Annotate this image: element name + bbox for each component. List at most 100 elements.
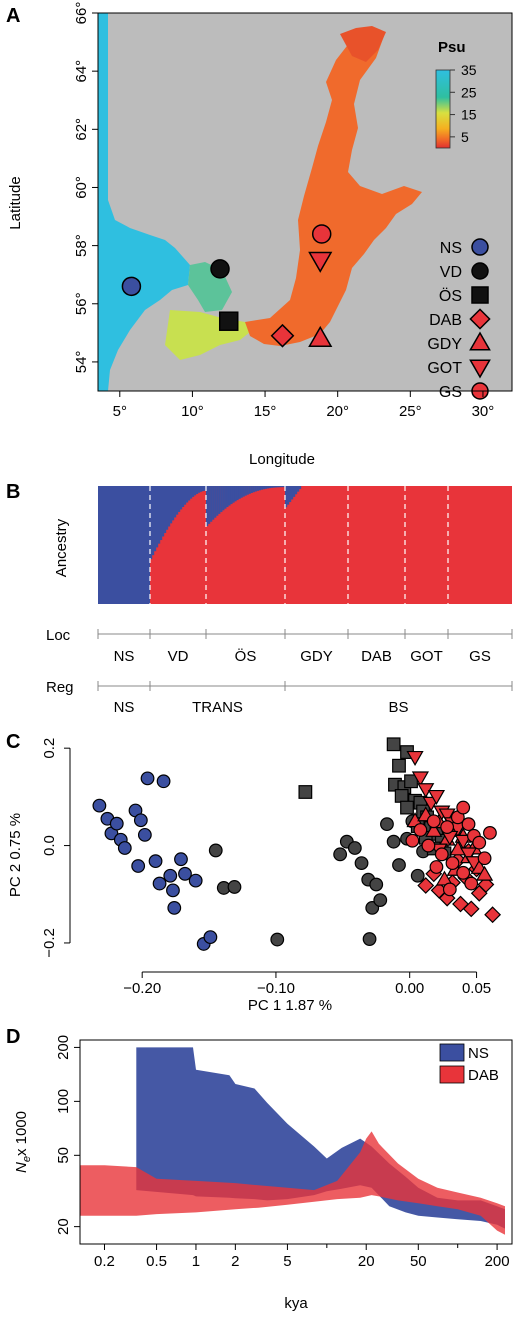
ancestry-os-blue-bar bbox=[268, 486, 272, 489]
map-ytick-label: 58° bbox=[73, 234, 90, 257]
ancestry-vd-blue-bar bbox=[190, 486, 193, 499]
legend-label-ös: ÖS bbox=[439, 287, 462, 305]
ancestry-os-blue-bar bbox=[252, 486, 255, 493]
pca-point-vd bbox=[270, 932, 285, 947]
colorbar-tick-label: 5 bbox=[461, 129, 469, 145]
pca-point-got bbox=[427, 789, 446, 805]
pca-point-ns bbox=[92, 798, 107, 813]
ancestry-vd-blue-bar bbox=[154, 486, 157, 552]
pca-point-vd bbox=[333, 847, 348, 862]
panel-label-b: B bbox=[6, 481, 20, 503]
ancestry-gdy-blue-bar bbox=[299, 486, 302, 490]
colorbar-gradient bbox=[435, 69, 451, 149]
ne-ylabel-n: N bbox=[13, 1162, 30, 1173]
colorbar: Psu 35 25 15 5 bbox=[435, 39, 477, 149]
ne-xtick-label: 0.5 bbox=[146, 1253, 167, 1270]
ancestry-os-blue-bar bbox=[242, 486, 245, 497]
pca-point-gs bbox=[405, 833, 420, 848]
ancestry-barplot bbox=[98, 486, 512, 604]
location-row: NS VD ÖS GDY DAB GOT GS bbox=[97, 629, 513, 665]
ancestry-vd-blue-bar bbox=[202, 486, 205, 492]
legend-label-gdy: GDY bbox=[427, 336, 462, 353]
pca-point-vd bbox=[354, 856, 369, 870]
legend-marker-got bbox=[469, 359, 491, 379]
panel-c: C −0.20 −0.10 0.00 0.05 −0.2 0.0 0.2 PC 1 1.87… bbox=[6, 731, 502, 1014]
map-ytick-label: 62° bbox=[73, 118, 90, 141]
site-marker-gs bbox=[311, 224, 332, 244]
map-sites bbox=[121, 224, 333, 348]
ancestry-os-blue-bar bbox=[254, 486, 257, 492]
ancestry-vd-blue-bar bbox=[178, 486, 181, 512]
ne-ytick-label: 200 bbox=[55, 1035, 72, 1060]
pca-point-gs bbox=[442, 882, 457, 897]
pca-point-ös bbox=[400, 800, 414, 815]
panel-label-c: C bbox=[6, 731, 20, 753]
ne-ylabel: Nex 1000 bbox=[13, 1111, 33, 1173]
ancestry-vd-blue-bar bbox=[204, 486, 207, 491]
ancestry-os-blue-bar bbox=[220, 486, 223, 513]
ancestry-os-blue-bar bbox=[232, 486, 235, 503]
ancestry-vd-blue-bar bbox=[172, 486, 175, 521]
pca-ylabel: PC 2 0.75 % bbox=[7, 813, 24, 897]
pca-xtick-label: 0.00 bbox=[395, 980, 424, 997]
panel-a: A Psu 35 25 15 5 NS VD ÖS DAB GDY GOT GS 5° 10° 15°… bbox=[6, 2, 513, 468]
ne-plot-frame bbox=[79, 1039, 513, 1245]
pca-point-vd bbox=[362, 932, 377, 946]
pca-point-dab bbox=[484, 906, 502, 924]
ancestry-gdy-blue-bar bbox=[297, 486, 300, 492]
colorbar-tick-label: 35 bbox=[461, 62, 477, 78]
ne-area-dab bbox=[80, 1131, 505, 1235]
pca-xtick-label: −0.10 bbox=[257, 980, 295, 997]
ne-ytick-label: 100 bbox=[55, 1089, 72, 1114]
reg-label-1: TRANS bbox=[192, 699, 243, 716]
ancestry-os-blue-bar bbox=[275, 486, 278, 488]
loc-label-0: NS bbox=[114, 648, 135, 665]
pca-point-gs bbox=[477, 851, 492, 866]
pca-point-got bbox=[459, 847, 478, 863]
ancestry-vd-blue-bar bbox=[162, 486, 165, 537]
pca-xlabel: PC 1 1.87 % bbox=[248, 997, 332, 1014]
pca-point-gs bbox=[429, 860, 444, 874]
ancestry-os-blue-bar bbox=[224, 486, 227, 509]
ancestry-os-blue-bar bbox=[264, 486, 268, 489]
pca-point-vd bbox=[373, 893, 388, 908]
pca-point-ns bbox=[156, 774, 171, 789]
pca-ytick-label: −0.2 bbox=[41, 928, 58, 958]
ancestry-gdy-blue-bar bbox=[291, 486, 294, 500]
pca-point-ns bbox=[133, 813, 148, 828]
map-xtick-label: 30° bbox=[472, 403, 495, 420]
ancestry-os-blue-bar bbox=[260, 486, 264, 490]
pca-point-ös bbox=[404, 774, 418, 789]
loc-label-1: VD bbox=[168, 648, 189, 665]
pca-point-gs bbox=[483, 826, 497, 840]
legend-label-dab: DAB bbox=[429, 312, 462, 329]
pca-point-ös bbox=[386, 737, 401, 752]
ancestry-ylabel: Ancestry bbox=[53, 518, 70, 577]
ancestry-vd-blue-bar bbox=[160, 486, 163, 541]
legend-label-gs: GS bbox=[439, 384, 462, 401]
ne-legend-label-ns: NS bbox=[468, 1045, 489, 1062]
ne-legend-swatch-ns bbox=[439, 1043, 465, 1062]
ancestry-vd-blue-bar bbox=[158, 486, 161, 544]
ancestry-vd-blue-bar bbox=[166, 486, 169, 530]
ancestry-os-blue-bar bbox=[236, 486, 239, 501]
map-ytick-label: 60° bbox=[73, 176, 90, 199]
pca-point-ns bbox=[178, 866, 192, 881]
ancestry-vd-blue-bar bbox=[184, 486, 187, 505]
pca-point-ns bbox=[137, 827, 152, 842]
map-ytick-label: 54° bbox=[73, 351, 90, 374]
ancestry-os-blue-bar bbox=[262, 486, 266, 490]
pca-point-ns bbox=[188, 873, 203, 888]
pca-ytick-label: 0.0 bbox=[41, 835, 58, 856]
loc-label-5: GOT bbox=[410, 648, 443, 665]
legend-label-vd: VD bbox=[440, 264, 462, 281]
site-marker-got bbox=[308, 251, 333, 273]
pca-point-gs bbox=[426, 814, 441, 829]
ancestry-os-blue-bar bbox=[216, 486, 219, 516]
ancestry-vd-blue-bar bbox=[168, 486, 171, 527]
ne-legend-swatch-dab bbox=[439, 1065, 465, 1084]
ancestry-gdy-blue-bar bbox=[287, 486, 290, 505]
ne-legend: NS DAB bbox=[439, 1043, 499, 1084]
loc-label-4: DAB bbox=[361, 648, 392, 665]
